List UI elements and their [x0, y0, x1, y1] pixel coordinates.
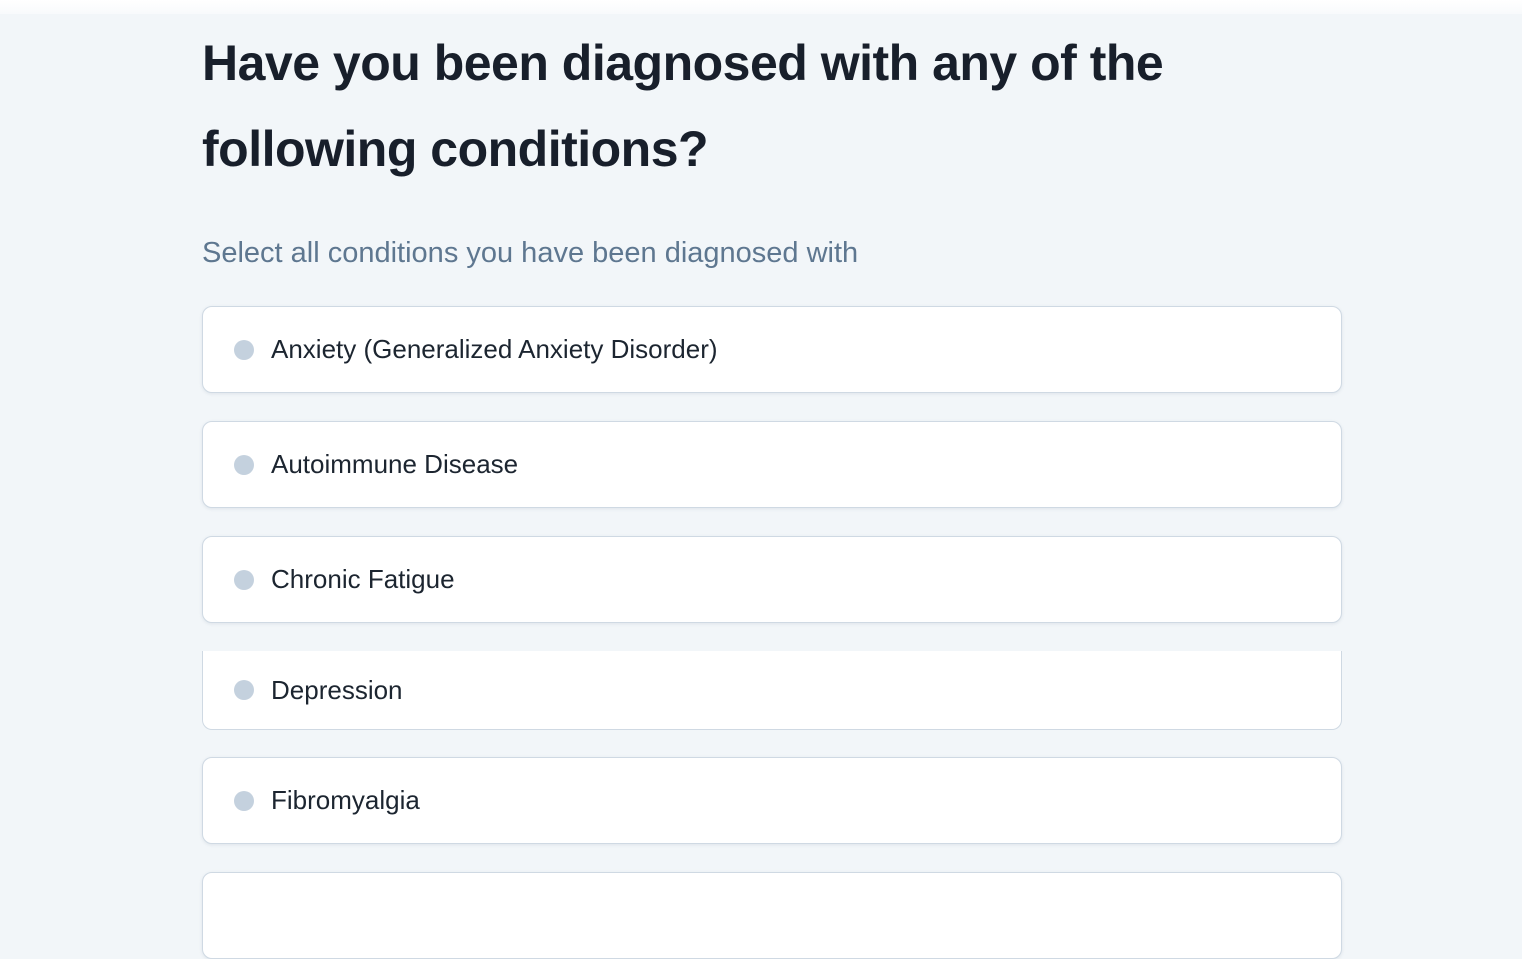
option-card[interactable]: Depression: [202, 651, 1342, 730]
option-bullet-icon: [234, 680, 254, 700]
option-card[interactable]: Fibromyalgia: [202, 757, 1342, 844]
option-label: Fibromyalgia: [271, 785, 420, 815]
page-top-strip: [0, 0, 1522, 14]
option-bullet-icon: [234, 790, 254, 811]
option-label: Chronic Fatigue: [271, 564, 455, 594]
option-card[interactable]: Chronic Fatigue: [202, 536, 1342, 623]
option-label: Anxiety (Generalized Anxiety Disorder): [271, 334, 718, 364]
option-bullet-icon: [234, 339, 254, 360]
option-bullet-icon: [234, 454, 254, 475]
option-card[interactable]: [202, 872, 1342, 959]
survey-question-page: Have you been diagnosed with any of the …: [202, 20, 1342, 959]
question-title: Have you been diagnosed with any of the …: [202, 35, 1164, 177]
option-card[interactable]: Anxiety (Generalized Anxiety Disorder): [202, 306, 1342, 393]
question-subtitle: Select all conditions you have been diag…: [202, 237, 859, 269]
options-list: Anxiety (Generalized Anxiety Disorder) Au…: [202, 306, 1342, 959]
option-label: Depression: [271, 674, 403, 705]
option-label: Autoimmune Disease: [271, 449, 519, 479]
option-bullet-icon: [234, 569, 254, 590]
option-card[interactable]: Autoimmune Disease: [202, 421, 1342, 508]
